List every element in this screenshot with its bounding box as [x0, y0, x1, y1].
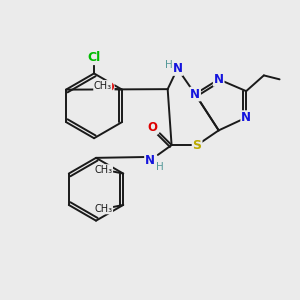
Text: N: N [241, 111, 251, 124]
Text: H: H [156, 162, 164, 172]
Text: O: O [103, 81, 114, 94]
Text: S: S [193, 139, 202, 152]
Text: N: N [145, 154, 155, 167]
Text: Cl: Cl [87, 51, 101, 64]
Text: O: O [147, 121, 157, 134]
Text: CH₃: CH₃ [94, 204, 113, 214]
Text: N: N [190, 88, 200, 100]
Text: CH₃: CH₃ [94, 81, 112, 91]
Text: CH₃: CH₃ [94, 165, 113, 175]
Text: N: N [214, 73, 224, 86]
Text: N: N [172, 62, 182, 75]
Text: H: H [165, 60, 172, 70]
